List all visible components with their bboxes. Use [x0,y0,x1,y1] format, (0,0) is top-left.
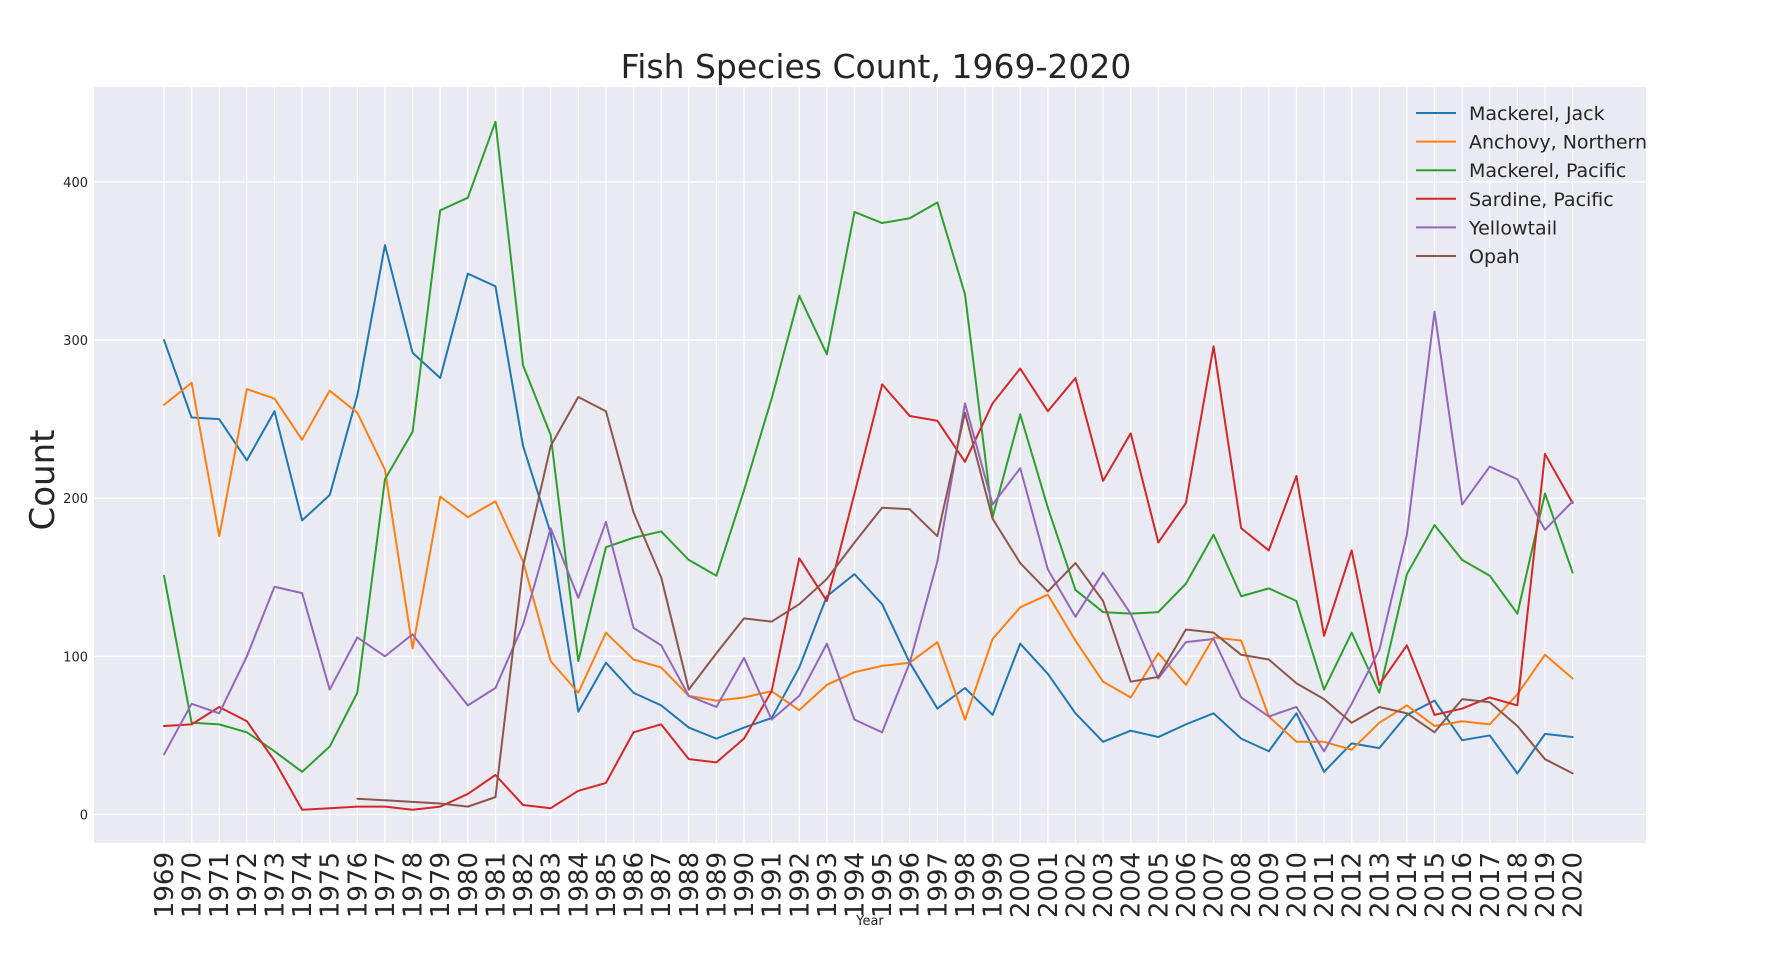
x-tick-label: 2015 [1421,852,1451,918]
legend-label: Mackerel, Jack [1469,103,1605,125]
x-tick-label: 2006 [1172,852,1202,918]
x-tick-label: 2008 [1227,852,1257,918]
x-tick-label: 1983 [537,852,567,918]
x-tick-label: 1979 [426,852,456,918]
x-tick-label: 1972 [233,852,263,918]
series-lines [163,120,1574,811]
x-tick-label: 2001 [1034,852,1064,918]
legend-label: Sardine, Pacific [1469,189,1614,211]
x-tick-label: 1982 [509,852,539,918]
x-tick-label: 1969 [150,852,180,918]
x-tick-label: 2004 [1117,852,1147,918]
x-tick-label: 1970 [178,852,208,918]
series-line-4 [163,310,1574,756]
x-tick-label: 1974 [288,852,318,918]
x-tick-label: 1988 [675,852,705,918]
x-tick-label: 1978 [399,852,429,918]
x-tick-label: 1984 [564,852,594,918]
x-tick-label: 1987 [647,852,677,918]
x-axis-label: Year [855,914,884,929]
x-tick-label: 1976 [343,852,373,918]
plot-background [94,87,1646,843]
chart-title: Fish Species Count, 1969-2020 [621,47,1132,86]
legend-label: Anchovy, Northern [1469,132,1647,154]
y-tick-label: 400 [63,176,88,191]
x-tick-label: 2003 [1089,852,1119,918]
legend-label: Opah [1469,246,1520,268]
y-tick-label: 0 [80,809,88,824]
y-tick-label: 200 [63,492,88,507]
x-tick-label: 2009 [1255,852,1285,918]
x-tick-label: 1991 [758,852,788,918]
x-tick-label: 1996 [896,852,926,918]
x-tick-label: 1997 [923,852,953,918]
series-line-3 [163,345,1574,811]
x-tick-label: 2019 [1531,852,1561,918]
x-tick-label: 2017 [1476,852,1506,918]
x-tick-label: 2002 [1061,852,1091,918]
series-line-0 [163,244,1574,775]
x-tick-label: 1994 [841,852,871,918]
x-tick-label: 2018 [1503,852,1533,918]
legend-label: Yellowtail [1468,217,1557,239]
x-axis-ticks: 1969197019711972197319741975197619771978… [150,852,1589,918]
x-tick-label: 2007 [1200,852,1230,918]
legend-label: Mackerel, Pacific [1469,160,1626,182]
x-tick-label: 1990 [730,852,760,918]
x-tick-label: 1981 [481,852,511,918]
x-tick-label: 1999 [979,852,1009,918]
x-tick-label: 1977 [371,852,401,918]
x-tick-label: 1992 [785,852,815,918]
x-tick-label: 1971 [205,852,235,918]
x-tick-label: 1995 [868,852,898,918]
y-axis-ticks: 0 100 200 300 400 [63,176,88,824]
y-axis-label: Count [23,430,63,531]
series-line-1 [163,381,1574,751]
series-line-2 [163,120,1574,773]
x-tick-label: 2000 [1006,852,1036,918]
x-tick-label: 1993 [813,852,843,918]
x-tick-label: 2011 [1310,852,1340,918]
y-tick-label: 100 [63,650,88,665]
x-tick-label: 2012 [1338,852,1368,918]
x-tick-label: 2014 [1393,852,1423,918]
series-line-5 [356,395,1574,808]
y-tick-label: 300 [63,334,88,349]
x-tick-label: 1985 [592,852,622,918]
x-tick-label: 2013 [1365,852,1395,918]
x-tick-label: 1998 [951,852,981,918]
x-tick-label: 1973 [260,852,290,918]
grid-lines [94,87,1646,843]
x-tick-label: 1989 [702,852,732,918]
x-tick-label: 2010 [1282,852,1312,918]
x-tick-label: 1980 [454,852,484,918]
x-tick-label: 2005 [1144,852,1174,918]
legend: Mackerel, Jack Anchovy, Northern Mackerel,… [1416,103,1647,268]
x-tick-label: 1986 [620,852,650,918]
x-tick-label: 2020 [1559,852,1589,918]
x-tick-label: 2016 [1448,852,1478,918]
x-tick-label: 1975 [316,852,346,918]
